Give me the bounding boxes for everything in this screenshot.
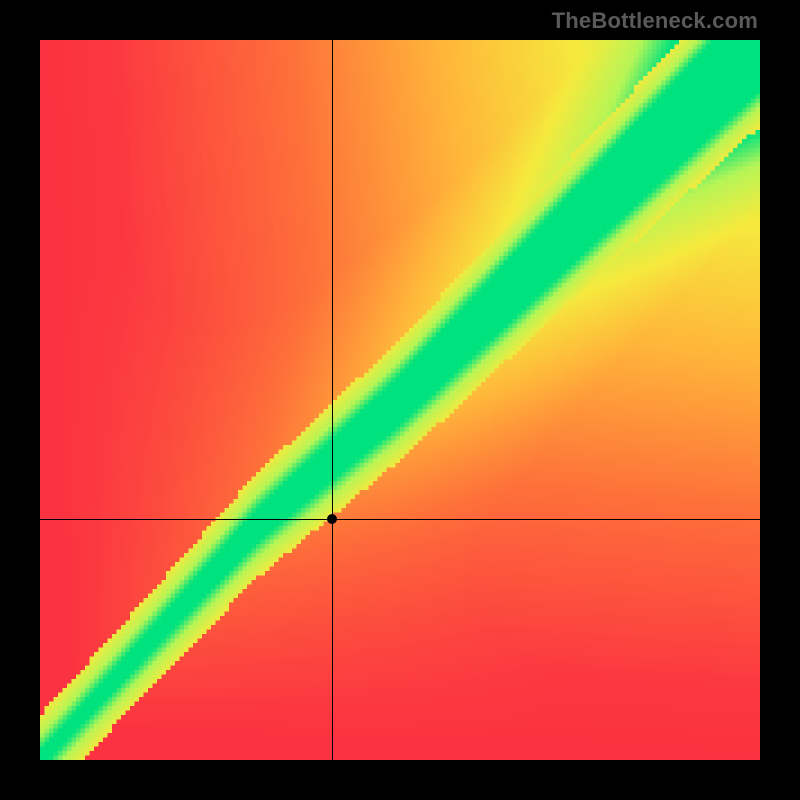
crosshair-horizontal <box>40 519 760 520</box>
heatmap-canvas <box>40 40 760 760</box>
crosshair-marker <box>327 514 337 524</box>
crosshair-vertical <box>332 40 333 760</box>
bottleneck-heatmap <box>40 40 760 760</box>
watermark-text: TheBottleneck.com <box>552 8 758 34</box>
